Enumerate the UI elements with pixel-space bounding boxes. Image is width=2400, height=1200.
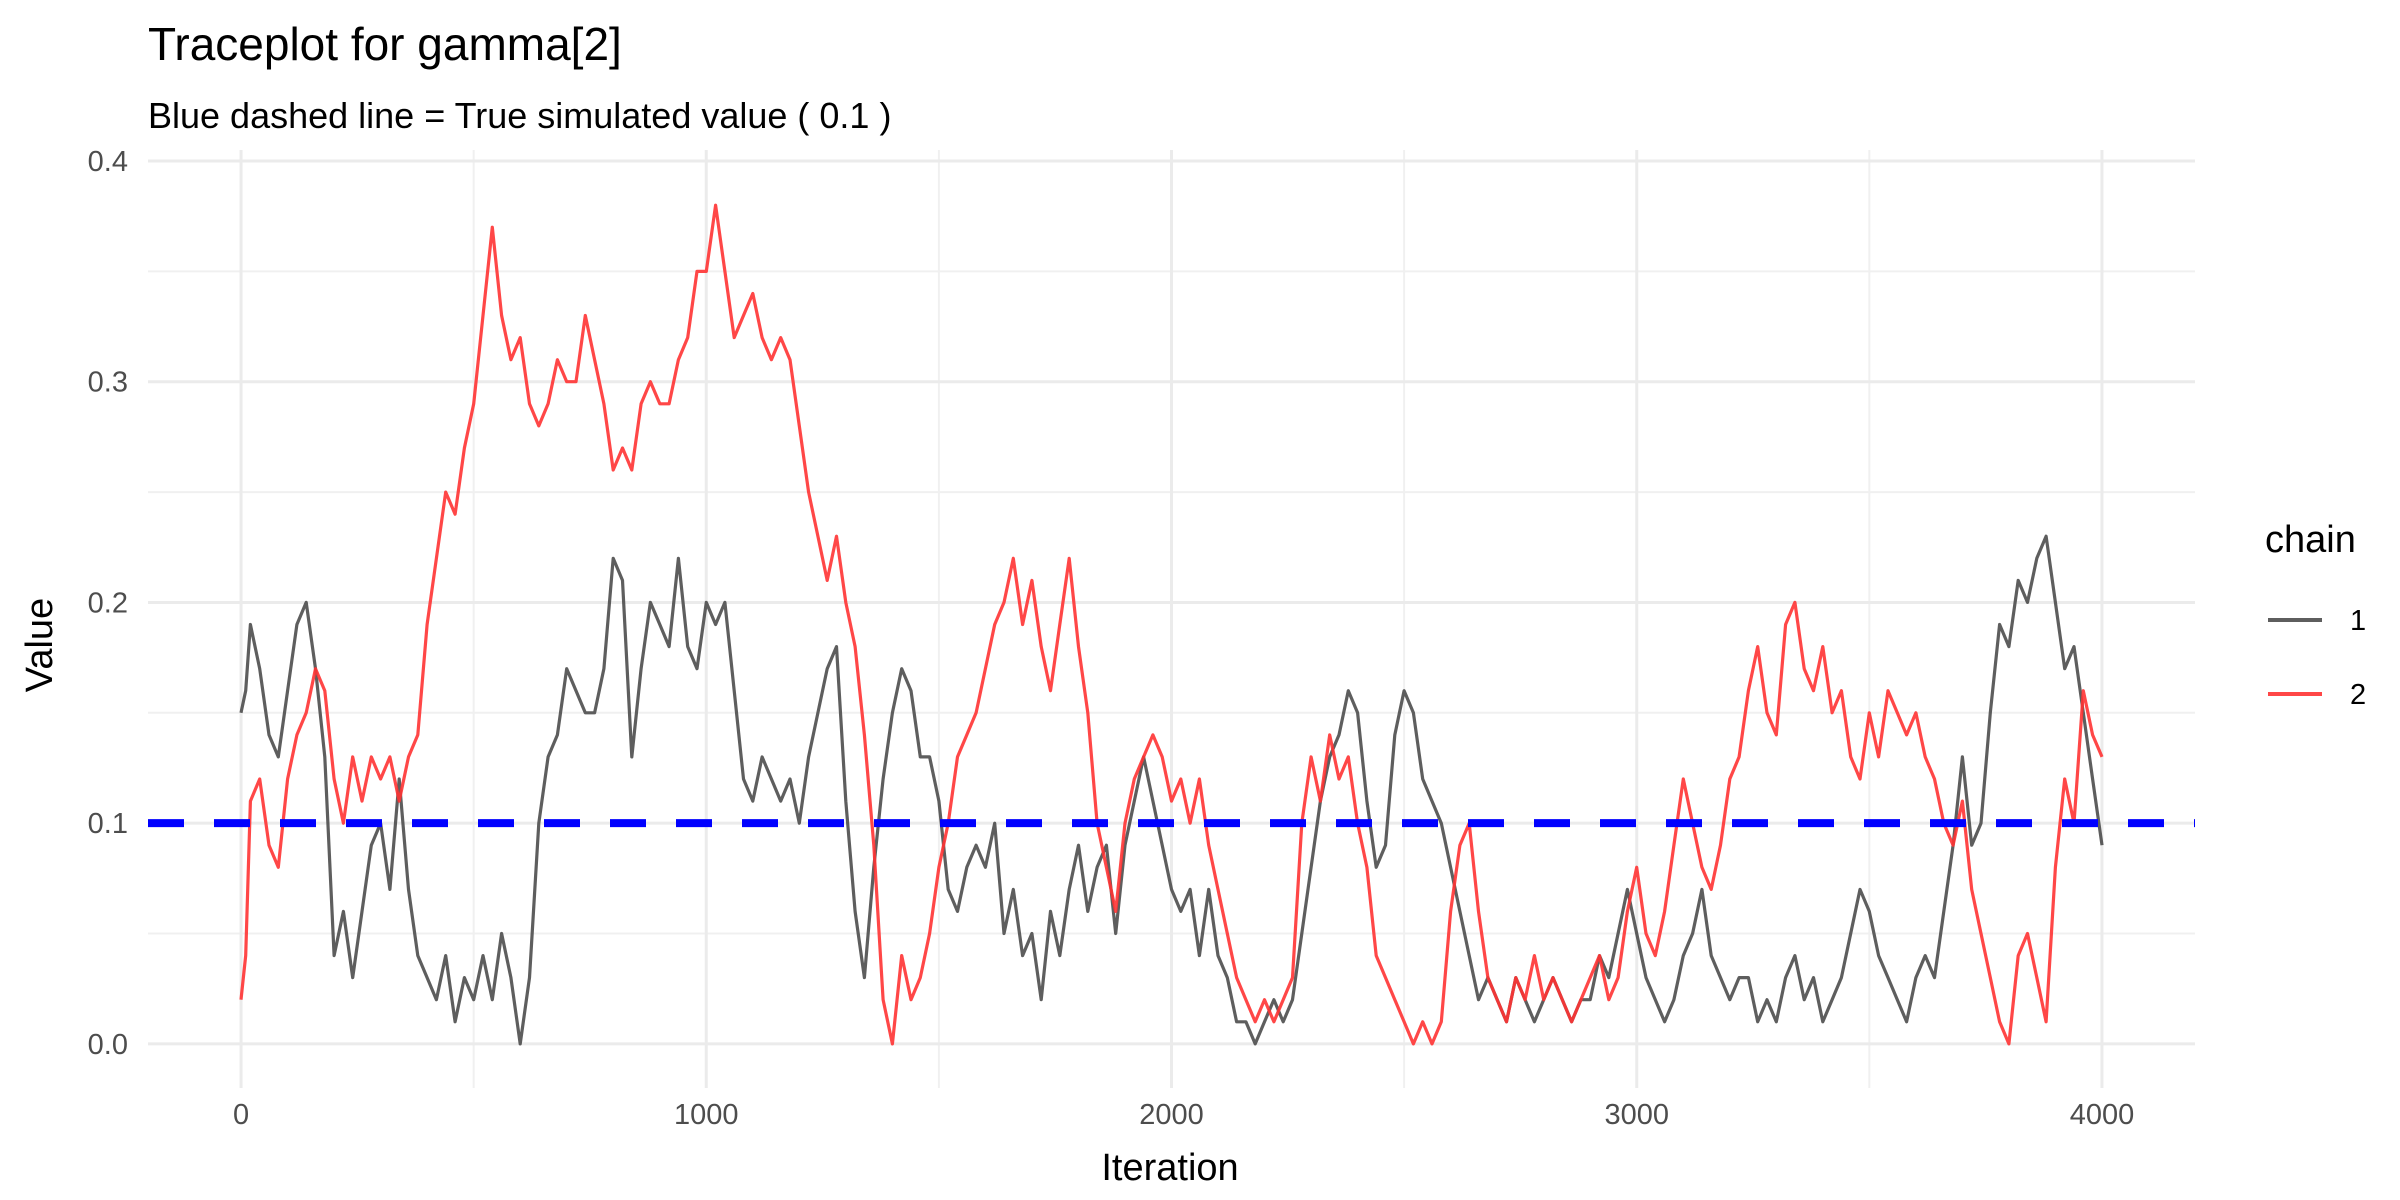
x-tick-labels: 0 1000 2000 3000 4000 (233, 1099, 2134, 1131)
chart-subtitle: Blue dashed line = True simulated value … (148, 95, 891, 136)
legend-title: chain (2265, 519, 2356, 561)
y-tick-label: 0.1 (88, 808, 128, 840)
y-tick-label: 0.0 (88, 1029, 128, 1061)
legend: chain 12 (2265, 519, 2366, 711)
y-tick-label: 0.2 (88, 587, 128, 619)
y-tick-labels: 0.0 0.1 0.2 0.3 0.4 (88, 146, 128, 1061)
x-tick-label: 1000 (674, 1099, 739, 1131)
series-1-line (239, 534, 2104, 1046)
y-tick-label: 0.3 (88, 367, 128, 399)
series-layer (239, 203, 2104, 1046)
x-axis-label: Iteration (1101, 1147, 1238, 1189)
y-axis-label: Value (19, 598, 61, 692)
y-tick-label: 0.4 (88, 146, 128, 178)
legend-label-chain-2: 2 (2350, 679, 2366, 711)
series-2-line (239, 203, 2104, 1046)
x-tick-label: 0 (233, 1099, 249, 1131)
x-tick-label: 2000 (1139, 1099, 1204, 1131)
grid-major (148, 150, 2195, 1088)
chart-title: Traceplot for gamma[2] (148, 18, 622, 70)
legend-items: 12 (2268, 605, 2366, 711)
legend-label-chain-1: 1 (2350, 605, 2366, 637)
x-tick-label: 4000 (2070, 1099, 2135, 1131)
x-tick-label: 3000 (1604, 1099, 1669, 1131)
